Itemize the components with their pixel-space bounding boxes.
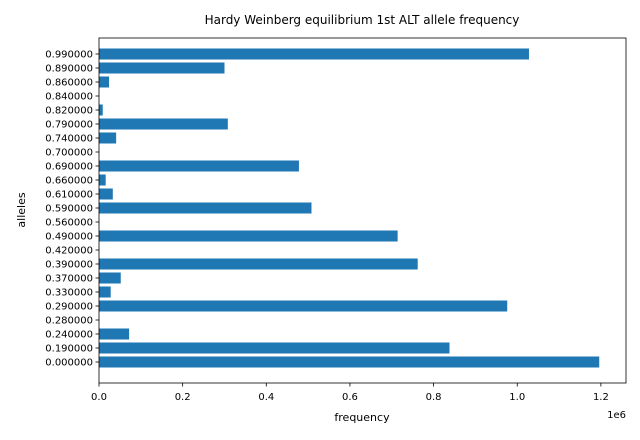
- y-tick-label: 0.330000: [45, 288, 93, 299]
- y-tick-label: 0.420000: [45, 246, 93, 257]
- y-tick-label: 0.820000: [45, 106, 93, 117]
- x-tick-label: 0.6: [342, 392, 358, 403]
- bar-0.740000: [99, 132, 117, 144]
- y-tick-label: 0.890000: [45, 64, 93, 75]
- y-tick-label: 0.840000: [45, 92, 93, 103]
- y-tick-label: 0.610000: [45, 190, 93, 201]
- y-tick-label: 0.590000: [45, 204, 93, 215]
- y-tick-label: 0.370000: [45, 274, 93, 285]
- x-tick-label: 0.2: [175, 392, 191, 403]
- bar-0.190000: [99, 342, 450, 354]
- x-tick-label: 0.8: [426, 392, 442, 403]
- x-tick-label: 0.4: [258, 392, 274, 403]
- bar-0.990000: [99, 48, 529, 60]
- bar-0.820000: [99, 104, 103, 116]
- y-tick-label: 0.240000: [45, 330, 93, 341]
- y-tick-label: 0.490000: [45, 232, 93, 243]
- x-tick-label: 1.0: [509, 392, 525, 403]
- bar-0.690000: [99, 160, 299, 172]
- y-axis-label: alleles: [15, 192, 28, 227]
- bar-0.330000: [99, 286, 111, 298]
- x-axis-offset-label: 1e6: [607, 410, 626, 421]
- y-axis-ticks: 0.000000 0.190000 0.240000 0.280000 0.290000…: [45, 50, 99, 369]
- bar-0.890000: [99, 62, 225, 74]
- y-tick-label: 0.690000: [45, 162, 93, 173]
- chart-title: Hardy Weinberg equilibrium 1st ALT allel…: [205, 13, 520, 27]
- y-tick-label: 0.990000: [45, 50, 93, 61]
- y-tick-label: 0.000000: [45, 358, 93, 369]
- bar-0.390000: [99, 258, 418, 270]
- bar-0.660000: [99, 174, 106, 186]
- x-axis-ticks: 0.0 0.2 0.4 0.6 0.8 1.0 1.2: [91, 383, 609, 403]
- y-tick-label: 0.560000: [45, 218, 93, 229]
- bar-0.590000: [99, 202, 312, 214]
- bar-0.790000: [99, 118, 228, 130]
- bar-0.000000: [99, 356, 600, 368]
- bar-0.370000: [99, 272, 121, 284]
- x-tick-label: 0.0: [91, 392, 107, 403]
- plot-frame: [98, 37, 627, 384]
- bars-group: [99, 48, 600, 368]
- bar-0.610000: [99, 188, 113, 200]
- y-tick-label: 0.660000: [45, 176, 93, 187]
- y-tick-label: 0.190000: [45, 344, 93, 355]
- bar-0.240000: [99, 328, 130, 340]
- y-tick-label: 0.280000: [45, 316, 93, 327]
- y-tick-label: 0.790000: [45, 120, 93, 131]
- bar-0.490000: [99, 230, 398, 242]
- y-tick-label: 0.860000: [45, 78, 93, 89]
- bar-0.290000: [99, 300, 508, 312]
- y-tick-label: 0.390000: [45, 260, 93, 271]
- y-tick-label: 0.290000: [45, 302, 93, 313]
- bar-0.860000: [99, 76, 110, 88]
- y-tick-label: 0.700000: [45, 148, 93, 159]
- x-axis-label: frequency: [334, 411, 390, 424]
- y-tick-label: 0.740000: [45, 134, 93, 145]
- x-tick-label: 1.2: [593, 392, 609, 403]
